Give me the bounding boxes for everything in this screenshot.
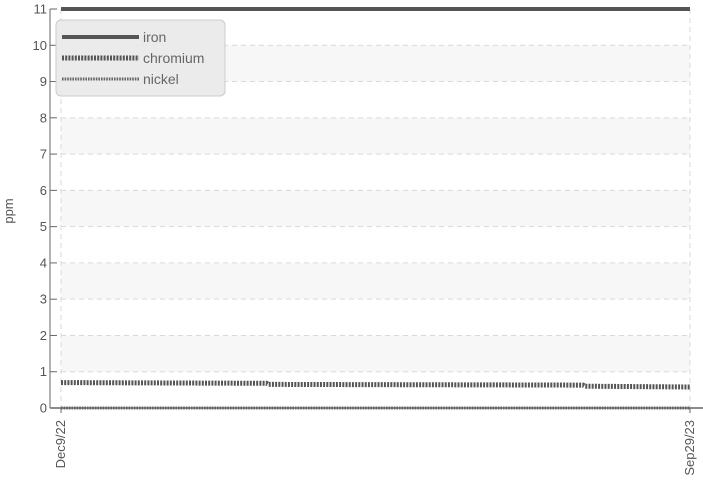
background-band xyxy=(61,117,690,155)
y-tick-label: 5 xyxy=(40,219,47,234)
legend: iron chromium nickel xyxy=(55,19,226,97)
y-tick-label: 4 xyxy=(40,255,47,270)
legend-label-nickel: nickel xyxy=(143,71,179,87)
legend-label-iron: iron xyxy=(143,29,166,45)
background-band xyxy=(61,335,690,372)
series-lines xyxy=(60,7,691,410)
y-ticks: 0 1 2 3 4 5 6 7 8 9 10 11 xyxy=(33,2,57,416)
y-tick-label: 11 xyxy=(34,2,48,17)
y-tick-label: 3 xyxy=(40,292,47,307)
y-tick-label: 7 xyxy=(40,147,47,162)
y-tick-label: 2 xyxy=(40,328,47,343)
y-tick-label: 10 xyxy=(33,38,47,53)
y-tick-label: 9 xyxy=(40,74,47,89)
x-tick-label: Dec9/22 xyxy=(53,420,68,468)
legend-label-chromium: chromium xyxy=(143,50,204,66)
series-line-chromium xyxy=(60,380,691,390)
y-tick-label: 8 xyxy=(40,110,47,125)
background-band xyxy=(61,262,690,300)
y-tick-label: 0 xyxy=(40,401,47,416)
background-band xyxy=(61,190,690,227)
grid-lines xyxy=(60,9,691,408)
y-axis-title: ppm xyxy=(1,198,16,223)
y-tick-label: 6 xyxy=(40,183,47,198)
y-tick-label: 1 xyxy=(40,364,47,379)
x-ticks: Dec9/22 Sep29/23 xyxy=(53,408,697,476)
x-tick-label: Sep29/23 xyxy=(682,420,697,476)
